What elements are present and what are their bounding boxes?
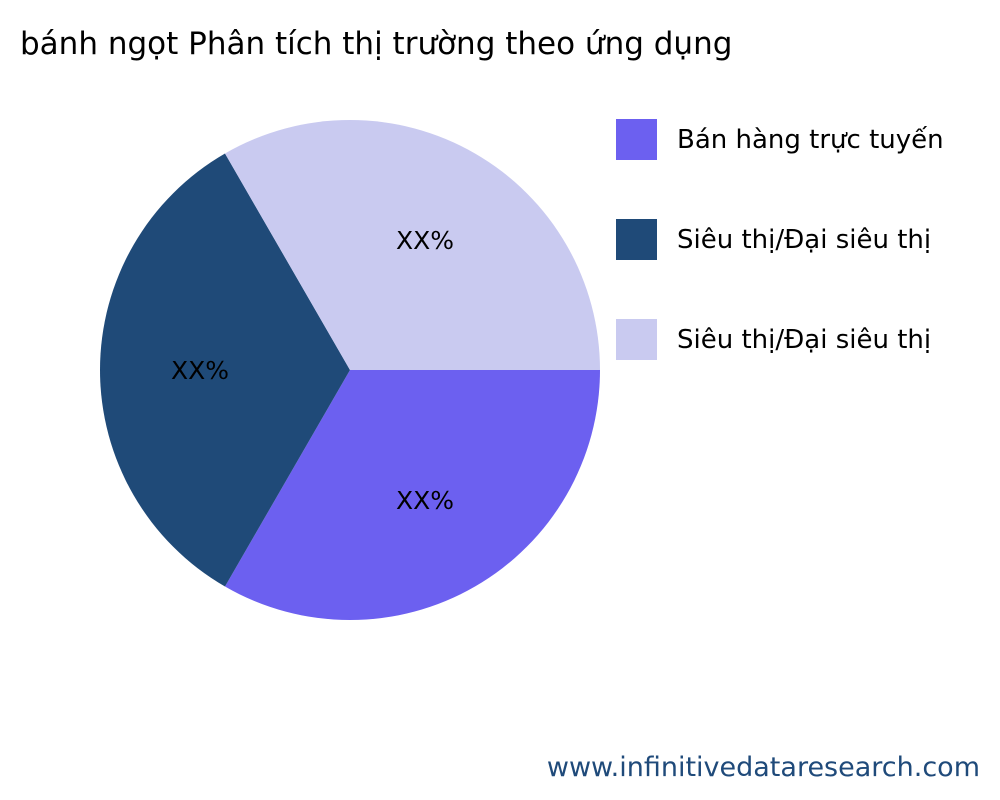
- chart-title: bánh ngọt Phân tích thị trường theo ứng …: [20, 26, 733, 62]
- slice-data-label: XX%: [396, 486, 454, 515]
- legend-label: Bán hàng trực tuyến: [677, 124, 944, 155]
- legend-swatch: [616, 319, 657, 360]
- legend-label: Siêu thị/Đại siêu thị: [677, 324, 932, 355]
- legend-swatch: [616, 219, 657, 260]
- legend-swatch: [616, 119, 657, 160]
- legend-item: Bán hàng trực tuyến: [616, 119, 944, 160]
- pie-slice: [225, 370, 600, 620]
- footer-url[interactable]: www.infinitivedataresearch.com: [546, 752, 980, 783]
- slice-data-label: XX%: [171, 356, 229, 385]
- legend-label: Siêu thị/Đại siêu thị: [677, 224, 932, 255]
- legend-item: Siêu thị/Đại siêu thị: [616, 319, 931, 360]
- slice-data-label: XX%: [396, 226, 454, 255]
- pie-slice: [225, 119, 600, 370]
- legend-item: Siêu thị/Đại siêu thị: [616, 219, 931, 260]
